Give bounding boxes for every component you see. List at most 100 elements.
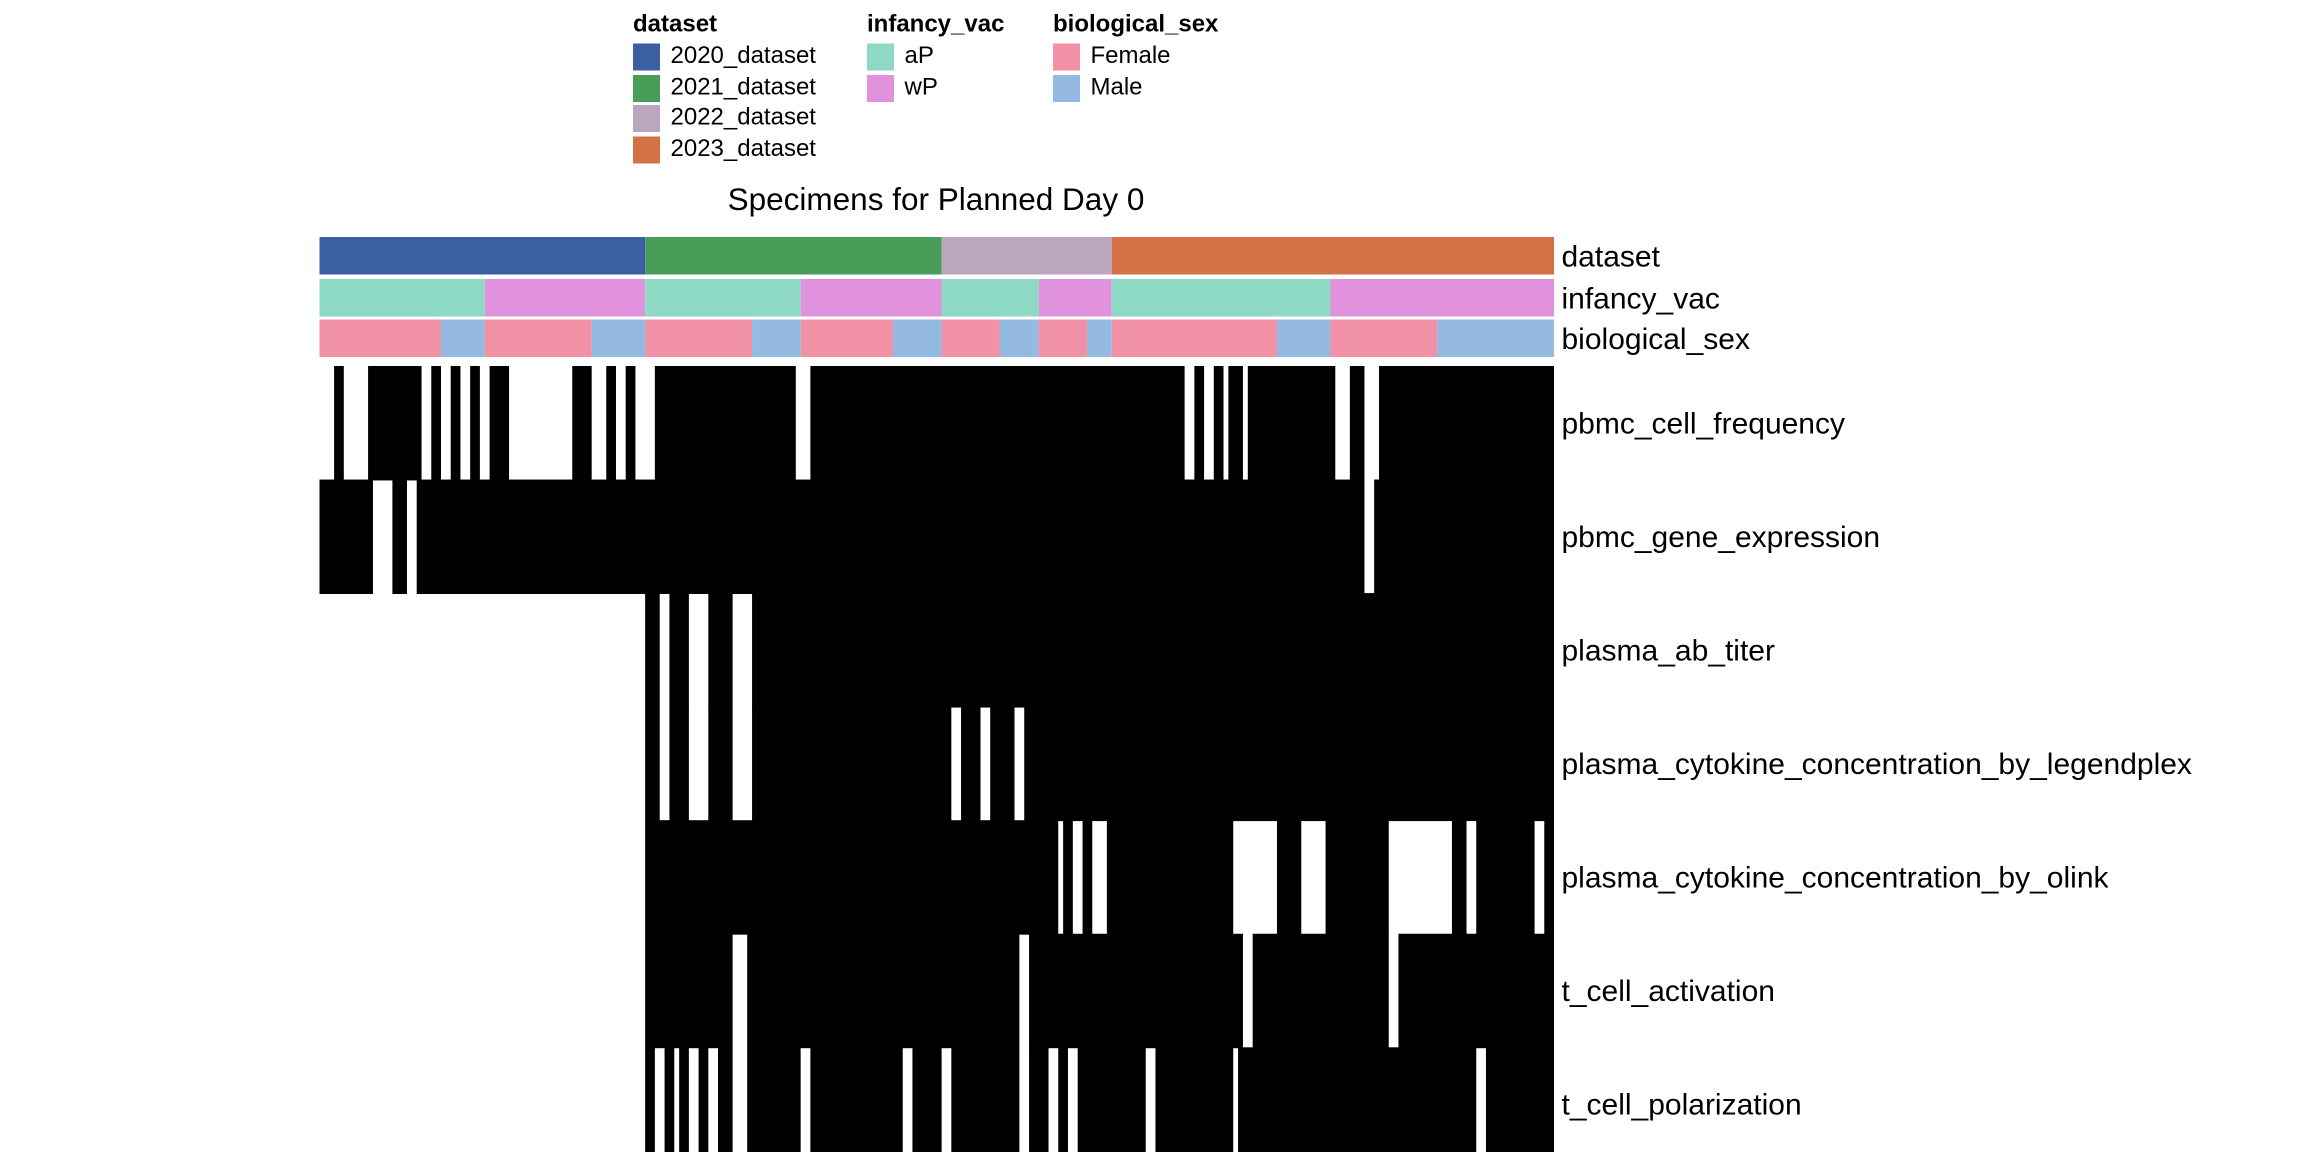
legend-item: 2023_dataset xyxy=(633,134,816,165)
annotation-segment xyxy=(1330,279,1554,317)
legend-swatch xyxy=(1053,43,1080,71)
heatmap-cell-block xyxy=(1029,1047,1049,1152)
annotation-segment xyxy=(1111,279,1331,317)
annotation-segment xyxy=(1111,237,1554,275)
heatmap-cell-block xyxy=(679,1047,689,1152)
heatmap-cell-block xyxy=(1544,820,1554,935)
heatmap-cell-block xyxy=(489,366,510,481)
annotation-label: dataset xyxy=(1562,240,1661,273)
heatmap-cell-block xyxy=(1379,366,1554,481)
heatmap-cell-block xyxy=(654,366,796,481)
legend-label: wP xyxy=(904,74,938,101)
heatmap-cell-block xyxy=(1485,1047,1554,1152)
legend-item: aP xyxy=(867,42,1004,73)
heatmap-cell-block xyxy=(1374,479,1554,594)
heatmap-cell-block xyxy=(1252,933,1389,1049)
legend-label: Female xyxy=(1090,43,1171,70)
heatmap-cell-block xyxy=(1063,820,1073,935)
annotation-label: infancy_vac xyxy=(1562,282,1720,315)
row-label: t_cell_activation xyxy=(1562,975,1775,1008)
heatmap-cell-block xyxy=(669,593,689,708)
legend-title: biological_sex xyxy=(1053,12,1219,38)
heatmap-cell-block xyxy=(470,366,480,481)
annotation-segment xyxy=(645,237,942,275)
heatmap-cell-block xyxy=(718,1047,733,1152)
legend-label: 2023_dataset xyxy=(670,136,816,162)
legend-title: dataset xyxy=(633,12,718,38)
row-label: plasma_cytokine_concentration_by_olink xyxy=(1562,861,2110,894)
heatmap-cell-block xyxy=(431,366,441,481)
annotation-segment xyxy=(319,237,646,275)
heatmap-cell-block xyxy=(645,706,660,822)
heatmap-cell-block xyxy=(368,366,422,481)
heatmap-cell-block xyxy=(319,479,373,594)
heatmap-cell-block xyxy=(708,593,733,708)
legend-item: Female xyxy=(1053,42,1218,73)
heatmap-cell-block xyxy=(1106,820,1234,935)
heatmap-cell-block xyxy=(1029,933,1243,1049)
annotation-segment xyxy=(800,319,894,357)
annotation-segment xyxy=(1330,319,1438,357)
annotation-segment xyxy=(319,319,441,357)
legend-label: aP xyxy=(904,43,934,70)
heatmap-cell-block xyxy=(416,479,1365,594)
heatmap-cell-block xyxy=(1058,1047,1068,1152)
annotation-segment xyxy=(484,319,592,357)
heatmap-cell-block xyxy=(1451,820,1467,935)
annotation-segment xyxy=(941,237,1112,275)
legend-item: Male xyxy=(1053,73,1218,104)
heatmap-cell-block xyxy=(951,1047,1020,1152)
heatmap-cell-block xyxy=(1476,820,1535,935)
heatmap-cell-block xyxy=(810,366,1185,481)
row-label: plasma_ab_titer xyxy=(1562,634,1775,667)
annotation-segment xyxy=(941,319,1000,357)
row-label: t_cell_polarization xyxy=(1562,1089,1802,1122)
annotation-segment xyxy=(319,279,485,317)
heatmap-cell-block xyxy=(1276,820,1302,935)
heatmap-cell-block xyxy=(747,1047,801,1152)
row-label: plasma_cytokine_concentration_by_legendp… xyxy=(1562,748,2192,781)
heatmap-cell-block xyxy=(572,366,592,481)
legend-item: wP xyxy=(867,73,1004,104)
annotation-segment xyxy=(1038,319,1088,357)
heatmap-cell-block xyxy=(450,366,461,481)
heatmap-cell-block xyxy=(698,1047,709,1152)
legend-label: 2020_dataset xyxy=(670,43,816,70)
heatmap-cell-block xyxy=(1228,366,1243,481)
heatmap-cell-block xyxy=(990,706,1015,822)
legend-label: 2022_dataset xyxy=(670,105,816,131)
legend-item: 2021_dataset xyxy=(633,73,816,104)
legend-item: 2022_dataset xyxy=(633,104,816,135)
heatmap-cell-block xyxy=(1024,706,1554,822)
annotation-segment xyxy=(1437,319,1554,357)
annotation-segment xyxy=(591,319,646,357)
heatmap-cell-block xyxy=(1238,1047,1477,1152)
legend-swatch xyxy=(633,74,660,102)
row-label: pbmc_cell_frequency xyxy=(1562,407,1846,440)
legend-item: 2020_dataset xyxy=(633,42,816,73)
annotation-segment xyxy=(1038,279,1112,317)
legend-title: infancy_vac xyxy=(867,12,1005,38)
heatmap-cell-block xyxy=(1325,820,1389,935)
heatmap-cell-block xyxy=(669,706,689,822)
heatmap-cell-block xyxy=(645,933,733,1049)
heatmap-cell-block xyxy=(752,593,1554,708)
annotation-segment xyxy=(484,279,646,317)
heatmap-cell-block xyxy=(664,1047,675,1152)
legend-swatch xyxy=(867,74,894,102)
legend-swatch xyxy=(633,43,660,71)
heatmap-cell-block xyxy=(708,706,733,822)
annotation-segment xyxy=(941,279,1039,317)
heatmap-cell-block xyxy=(392,479,407,594)
heatmap-cell-block xyxy=(810,1047,903,1152)
row-label: pbmc_gene_expression xyxy=(1562,521,1881,554)
legend-label: 2021_dataset xyxy=(670,74,816,101)
heatmap-cell-block xyxy=(606,366,616,481)
heatmap-cell-block xyxy=(1349,366,1365,481)
legend-dataset: dataset 2020_dataset 2021_dataset 2022_data… xyxy=(633,9,816,165)
legend-swatch xyxy=(633,136,660,164)
heatmap-cell-block xyxy=(747,933,1020,1049)
annotation-segment xyxy=(752,319,801,357)
